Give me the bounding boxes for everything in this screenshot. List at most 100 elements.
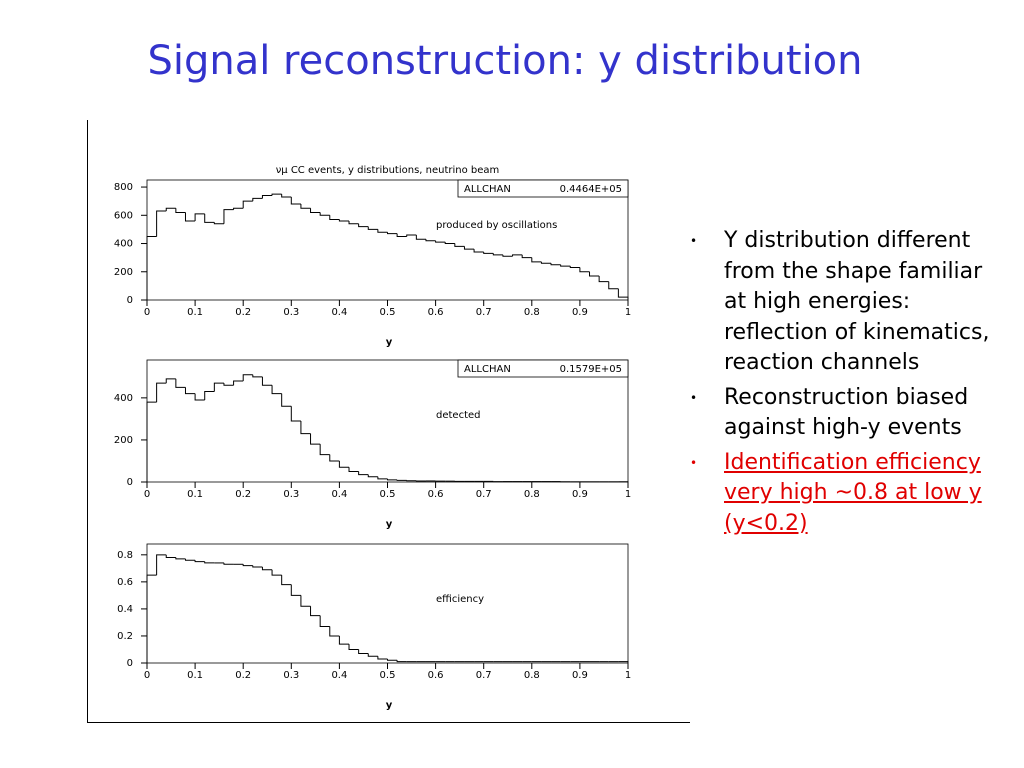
x-tick-label: 0.1	[187, 489, 203, 500]
histogram-bin	[358, 223, 369, 228]
x-tick-label: 0.9	[572, 670, 588, 681]
y-tick-label: 0.2	[117, 631, 133, 642]
histogram-bin	[261, 195, 273, 199]
x-tick-label: 0.2	[235, 489, 251, 500]
y-tick-label: 200	[114, 267, 133, 278]
annotation: efficiency	[436, 594, 484, 605]
y-tick-label: 200	[114, 435, 133, 446]
histogram-bin	[396, 660, 407, 663]
histogram-bin	[348, 467, 359, 472]
histogram-bin	[329, 215, 340, 221]
histogram-bin	[492, 253, 503, 256]
histogram-bin	[387, 658, 398, 661]
histogram-bin	[290, 584, 301, 596]
histogram-bin	[146, 401, 157, 482]
x-tick-label: 1	[625, 670, 631, 681]
x-tick-label: 0.3	[283, 489, 299, 500]
stats-value: 0.1579E+05	[560, 364, 622, 375]
histogram-bin	[415, 235, 426, 240]
histogram-bin	[290, 406, 301, 422]
histogram-bin	[261, 566, 273, 571]
histogram-bin	[483, 252, 494, 254]
histogram-bin	[387, 478, 398, 481]
histogram-bin	[348, 644, 359, 650]
histogram-bin	[540, 261, 552, 264]
y-tick-label: 0.8	[117, 550, 133, 561]
y-tick-label: 400	[114, 239, 133, 250]
histogram-bin	[454, 243, 465, 247]
x-tick-label: 1	[625, 307, 631, 318]
x-tick-label: 0.2	[235, 670, 251, 681]
x-tick-label: 0.8	[524, 489, 540, 500]
histogram-bin	[281, 393, 292, 407]
histogram-bin	[213, 222, 224, 225]
histogram-bin	[290, 196, 301, 205]
histogram-bin	[146, 574, 157, 663]
histogram-bin	[156, 554, 167, 576]
histogram-bin	[377, 229, 388, 233]
x-tick-label: 0.3	[283, 307, 299, 318]
x-tick-label: 0.7	[476, 670, 492, 681]
histogram-bin	[406, 234, 417, 237]
histogram-bin	[184, 558, 196, 561]
histogram-bin	[444, 242, 455, 245]
histogram-bin	[175, 378, 186, 388]
y-tick-label: 0.4	[117, 604, 133, 615]
histogram-bin	[156, 382, 167, 403]
x-axis-label: y	[386, 519, 393, 530]
histogram-bin	[271, 193, 282, 196]
histogram-bin	[300, 204, 311, 209]
histogram-bin	[204, 561, 215, 564]
histogram-bin	[425, 239, 436, 242]
bullet: Identification efficiency very high ~0.8…	[690, 448, 990, 540]
histogram-bin	[550, 263, 561, 266]
x-tick-label: 0.5	[380, 489, 396, 500]
slide-title: Signal reconstruction: y distribution	[147, 38, 863, 84]
y-tick-label: 0	[127, 658, 133, 669]
x-tick-label: 0.6	[428, 307, 444, 318]
histogram-bin	[204, 391, 215, 400]
histogram-bin	[204, 213, 215, 223]
y-tick-label: 0.6	[117, 577, 133, 588]
histogram-bin	[598, 276, 609, 283]
histogram-bin	[165, 207, 176, 212]
x-tick-label: 0.9	[572, 489, 588, 500]
histogram-bin	[233, 207, 244, 210]
y-tick-label: 0	[127, 477, 133, 488]
histogram-bin	[338, 219, 350, 222]
histogram-bin	[242, 374, 253, 382]
histogram-bin	[608, 281, 619, 290]
y-tick-label: 0	[127, 295, 133, 306]
x-tick-label: 0.6	[428, 670, 444, 681]
histogram-bin	[271, 569, 282, 576]
histogram-bin	[242, 200, 253, 209]
histogram-bin	[329, 626, 340, 637]
x-tick-label: 0.7	[476, 489, 492, 500]
histogram-bin	[387, 232, 398, 235]
histogram-bin	[589, 271, 600, 277]
histogram-bin	[194, 560, 205, 563]
y-tick-label: 600	[114, 210, 133, 221]
plot-frame	[146, 179, 629, 301]
histogram-bin	[242, 564, 253, 567]
chart-title: νμ CC events, y distributions, neutrino …	[276, 165, 500, 176]
x-tick-label: 0.4	[331, 670, 347, 681]
plot-frame	[146, 359, 629, 483]
histogram-bin	[194, 393, 205, 401]
bullet-list: Y distribution different from the shape …	[690, 226, 990, 543]
histogram-bin	[184, 212, 196, 222]
histogram-bin	[300, 595, 311, 607]
x-axis-label: y	[386, 337, 393, 348]
x-tick-label: 0.4	[331, 307, 347, 318]
histogram-bin	[435, 240, 446, 243]
histogram-bin	[233, 380, 244, 386]
histogram-bin	[367, 653, 378, 657]
histogram-bin	[473, 249, 484, 253]
x-tick-label: 0.9	[572, 307, 588, 318]
histogram-bin	[377, 656, 388, 660]
x-tick-label: 0	[144, 670, 150, 681]
histogram-bin	[358, 471, 369, 476]
histogram-bin	[165, 554, 176, 559]
histogram-bin	[156, 210, 167, 237]
